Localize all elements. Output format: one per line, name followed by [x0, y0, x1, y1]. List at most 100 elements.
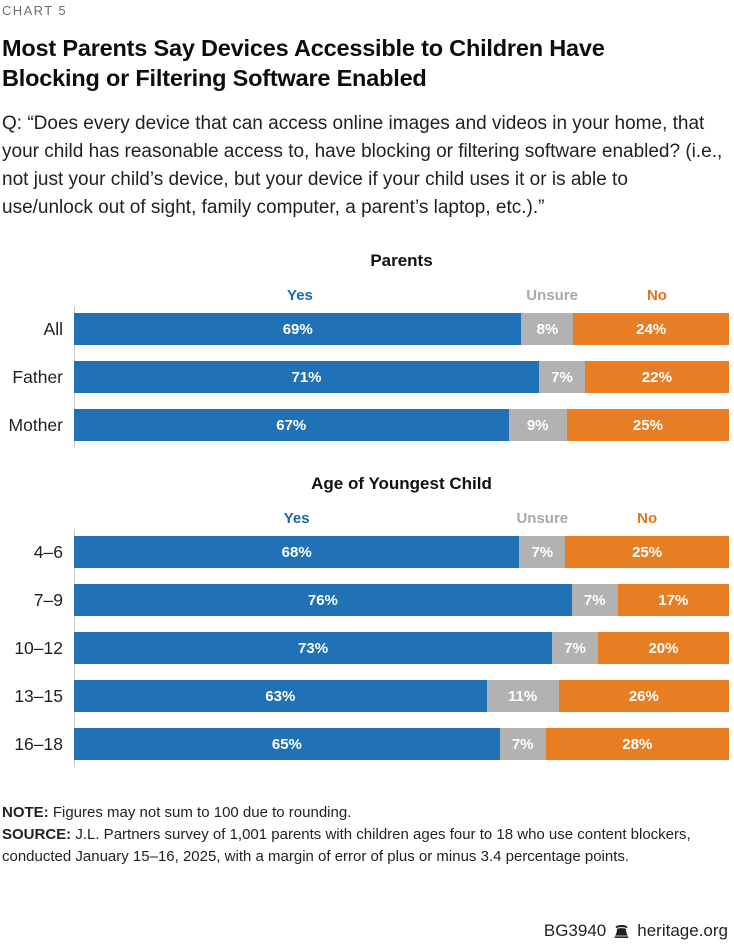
segment-no: 22% [584, 361, 729, 394]
chart-age-of-youngest-child: Age of Youngest Child Yes Unsure No 4–6 68%… [2, 474, 729, 768]
segment-value: 7% [531, 543, 554, 561]
segment-value: 69% [282, 320, 313, 338]
segment-value: 22% [641, 368, 672, 386]
legend-no-label: No [646, 287, 667, 305]
note-source-block: NOTE: Figures may not sum to 100 due to … [2, 802, 724, 868]
category-label: 13–15 [14, 685, 63, 706]
segment-value: 65% [271, 735, 302, 753]
segment-unsure: 7% [499, 728, 546, 761]
segment-value: 8% [536, 320, 559, 338]
segment-unsure: 7% [571, 584, 618, 617]
segment-unsure: 9% [508, 409, 567, 442]
segment-value: 68% [281, 543, 312, 561]
stacked-bar: 65% 7% 28% [74, 728, 729, 761]
segment-yes: 68% [74, 536, 520, 569]
stacked-bar: 63% 11% 26% [74, 680, 729, 713]
bar-row-Father: Father 71% 7% 22% [2, 361, 729, 394]
chart-title: Parents [370, 251, 433, 271]
chart-number-label: CHART 5 [2, 3, 67, 18]
note-label: NOTE: [2, 804, 49, 822]
category-label: Father [12, 366, 63, 387]
category-label: All [43, 318, 63, 339]
segment-yes: 69% [74, 313, 522, 346]
bar-row-10–12: 10–12 73% 7% 20% [2, 632, 729, 665]
segment-value: 26% [628, 687, 659, 705]
segment-yes: 63% [74, 680, 487, 713]
category-label: 4–6 [33, 541, 63, 562]
legend-yes-label: Yes [287, 287, 313, 305]
stacked-bar: 73% 7% 20% [74, 632, 729, 665]
bar-row-All: All 69% 8% 24% [2, 313, 729, 346]
segment-value: 7% [583, 591, 606, 609]
chart-rows: 4–6 68% 7% 25% 7–9 76% 7% 17% 10–12 73% 7% 20% 13–15… [2, 529, 729, 768]
segment-value: 17% [658, 591, 689, 609]
segment-no: 26% [558, 680, 729, 713]
bar-row-Mother: Mother 67% 9% 25% [2, 409, 730, 442]
stacked-bar: 71% 7% 22% [74, 361, 729, 394]
site-link[interactable]: heritage.org [637, 921, 728, 940]
segment-value: 28% [622, 735, 653, 753]
bar-row-13–15: 13–15 63% 11% 26% [2, 680, 729, 713]
segment-unsure: 7% [552, 632, 598, 665]
category-label: 7–9 [33, 589, 63, 610]
segment-value: 76% [307, 591, 338, 609]
source-label: SOURCE: [2, 826, 72, 844]
legend-unsure-label: Unsure [526, 287, 578, 305]
legend-unsure-label: Unsure [516, 510, 569, 528]
segment-yes: 73% [74, 632, 553, 665]
category-label: 10–12 [14, 637, 63, 658]
category-label: Mother [8, 414, 63, 435]
document-id: BG3940 [543, 921, 607, 940]
segment-value: 7% [564, 639, 586, 657]
stacked-bar: 76% 7% 17% [74, 584, 729, 617]
segment-unsure: 7% [519, 536, 566, 569]
liberty-bell-icon [613, 923, 630, 940]
segment-no: 24% [573, 313, 729, 346]
source-text: J.L. Partners survey of 1,001 parents wi… [2, 826, 691, 866]
segment-no: 17% [617, 584, 729, 617]
segment-unsure: 7% [539, 361, 585, 394]
segment-no: 25% [565, 536, 729, 569]
chart-rows: All 69% 8% 24% Father 71% 7% 22% Mother 67% 9% 25% [2, 306, 730, 449]
segment-value: 63% [265, 687, 296, 705]
segment-yes: 65% [74, 728, 500, 761]
note-line: NOTE: Figures may not sum to 100 due to … [2, 802, 724, 824]
segment-yes: 76% [74, 584, 572, 617]
survey-question-text: Q: “Does every device that can access on… [2, 113, 723, 219]
stacked-bar: 68% 7% 25% [74, 536, 729, 569]
segment-unsure: 8% [521, 313, 574, 346]
segment-yes: 71% [74, 361, 540, 394]
segment-value: 7% [511, 735, 534, 753]
stacked-bar: 67% 9% 25% [74, 409, 730, 442]
page-title: Most Parents Say Devices Accessible to C… [2, 35, 605, 92]
legend-yes-label: Yes [283, 510, 310, 528]
segment-value: 11% [508, 687, 538, 705]
bar-row-4–6: 4–6 68% 7% 25% [2, 536, 729, 569]
segment-value: 73% [298, 639, 329, 657]
segment-value: 24% [636, 320, 667, 338]
chart-title: Age of Youngest Child [311, 474, 492, 494]
segment-value: 25% [632, 543, 663, 561]
bar-row-7–9: 7–9 76% 7% 17% [2, 584, 729, 617]
chart-legend: Yes Unsure No [74, 287, 729, 304]
legend-no-label: No [637, 510, 658, 528]
segment-value: 20% [648, 639, 679, 657]
segment-value: 7% [551, 368, 573, 386]
note-text: Figures may not sum to 100 due to roundi… [48, 804, 352, 822]
chart-legend: Yes Unsure No [74, 510, 729, 527]
footer: BG3940 heritage.org [544, 921, 728, 941]
segment-value: 67% [276, 416, 307, 434]
stacked-bar: 69% 8% 24% [74, 313, 729, 346]
segment-value: 25% [632, 416, 663, 434]
category-label: 16–18 [14, 733, 63, 754]
segment-unsure: 11% [486, 680, 559, 713]
segment-no: 25% [566, 409, 730, 442]
chart-parents: Parents Yes Unsure No All 69% 8% 24% Father 71%… [2, 251, 730, 449]
source-line: SOURCE: J.L. Partners survey of 1,001 pa… [2, 824, 724, 868]
segment-yes: 67% [74, 409, 509, 442]
segment-value: 71% [291, 368, 322, 386]
bar-row-16–18: 16–18 65% 7% 28% [2, 728, 729, 761]
segment-value: 9% [526, 416, 549, 434]
segment-no: 20% [597, 632, 729, 665]
segment-no: 28% [545, 728, 729, 761]
